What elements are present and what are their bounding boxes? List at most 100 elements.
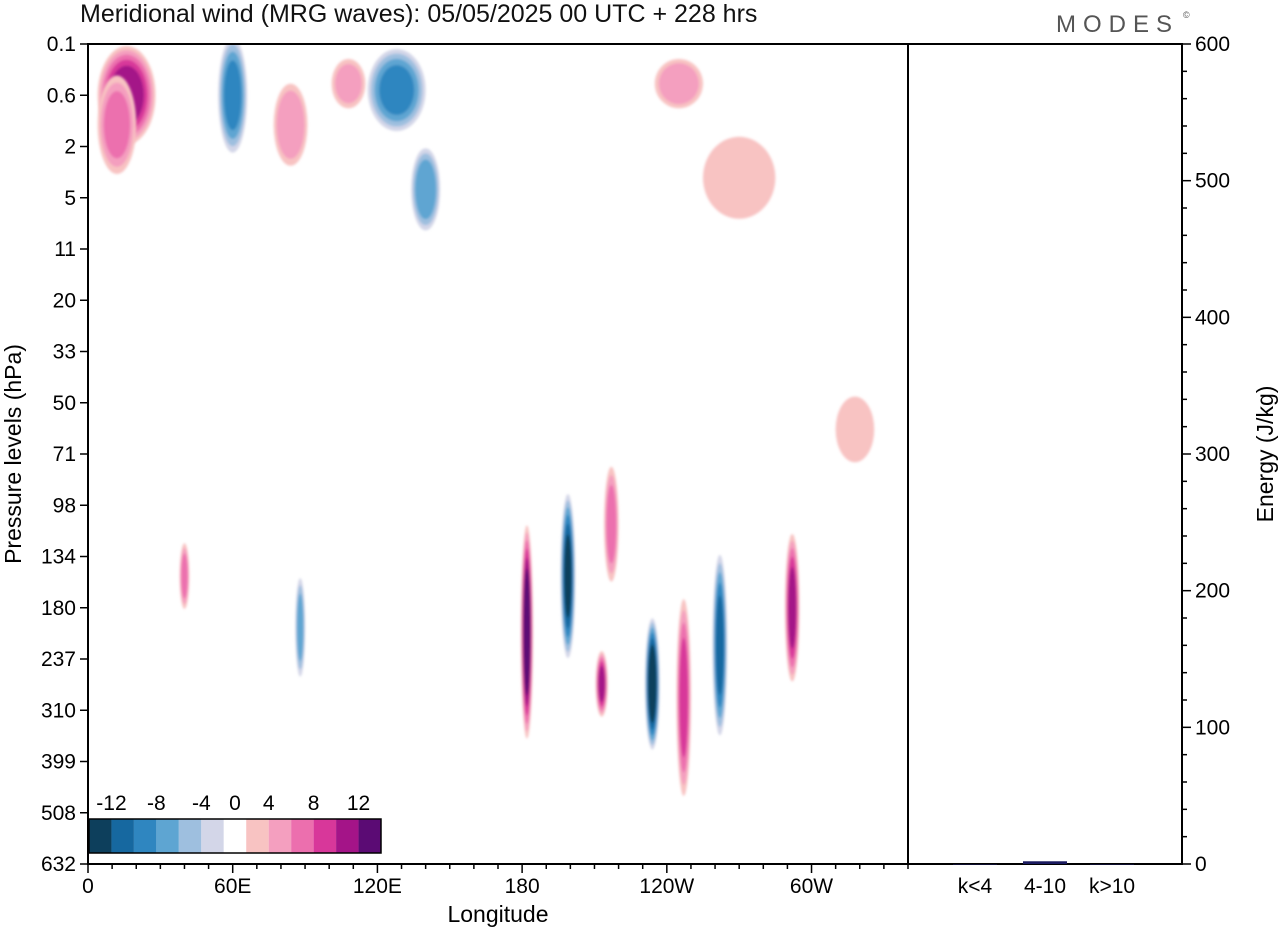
contour-feature [595,651,608,717]
energy-category-label: k>10 [1089,875,1135,898]
contour-band [181,553,188,599]
energy-axis-label: Energy (J/kg) [1252,386,1278,523]
contour-feature [835,396,875,463]
colorbar-tick-label: -12 [96,792,126,815]
energy-bar [953,864,997,865]
contour-feature [411,148,441,231]
energy-category-label: 4-10 [1024,875,1066,898]
colorbar-swatch [201,819,224,853]
contour-band [835,396,875,463]
x-tick-label: 60W [790,875,833,898]
contour-band [715,595,724,695]
contour-feature [703,136,776,219]
energy-bar [1023,861,1067,864]
x-tick-label: 180 [505,875,540,898]
y-tick-label: 98 [53,494,76,517]
y-tick-label: 180 [41,597,76,620]
y-tick-label: 399 [41,751,76,774]
colorbar-tick-label: -4 [192,792,211,815]
contour-feature [331,59,366,109]
y-tick-label: 33 [53,341,76,364]
colorbar-tick-label: 0 [229,792,241,815]
contour-feature [712,554,728,736]
x-tick-label: 60E [214,875,251,898]
energy-panel: 0 100 200 300 400 500 600 k<4 4-10 k>10 [953,33,1230,898]
energy-tick-label: 600 [1195,33,1230,56]
colorbar-swatch [223,819,247,853]
energy-tick-label: 200 [1195,580,1230,603]
contour-feature [179,543,190,609]
y-tick-label: 20 [53,289,76,312]
contour-band [703,136,776,219]
y-tick-label: 310 [41,699,76,722]
contour-feature [273,83,308,166]
contour-feature [560,494,576,659]
y-axis-label: Pressure levels (hPa) [0,344,26,564]
contour-feature [367,49,426,132]
contour-feature [520,525,533,739]
contour-band [523,568,531,696]
y-tick-label: 11 [54,238,76,261]
colorbar-swatch [358,819,381,853]
main-plot-frame [87,43,909,865]
contour-band [679,637,689,758]
x-axis: 0 60E 120E 180 120W 60W [82,864,909,898]
colorbar-swatch [111,819,134,853]
contour-band [276,90,305,159]
colorbar-swatch [89,819,112,853]
colorbar-tick-label: 12 [347,792,370,815]
energy-tick-label: 400 [1195,306,1230,329]
contour-band [415,159,437,220]
y-tick-label: 0.6 [47,84,76,107]
y-tick-label: 237 [41,648,76,671]
colorbar-tick-label: -8 [147,792,166,815]
colorbar-tick-label: 4 [263,792,275,815]
contour-feature [295,578,306,677]
contour-band [788,567,797,649]
energy-category-label: k<4 [958,875,993,898]
colorbar-swatch [178,819,202,853]
y-tick-label: 0.1 [47,33,76,56]
energy-tick-label: 300 [1195,443,1230,466]
contour-band [658,63,699,105]
x-axis-label: Longitude [447,901,548,927]
colorbar-swatch [313,819,337,853]
chart-title: Meridional wind (MRG waves): 05/05/2025 … [80,0,757,28]
y-tick-label: 134 [41,546,76,569]
y-tick-label: 5 [64,187,76,210]
colorbar-swatch [246,819,269,853]
contour-band [648,644,657,723]
brand-logo: MODES © [1056,10,1190,38]
energy-plot-frame [907,43,1183,865]
y-tick-label: 2 [64,136,76,159]
colorbar-swatch [268,819,292,853]
colorbar-swatch [133,819,157,853]
x-tick-label: 0 [82,875,94,898]
contour-field [97,44,875,796]
contour-band [598,665,606,702]
contour-band [379,65,415,115]
contour-band [335,64,362,104]
colorbar-swatch [336,819,359,853]
y-axis: 0.1 0.6 2 5 11 20 33 50 71 98 134 180 237 310 399 508 63… [41,33,88,876]
contour-feature [604,466,619,582]
x-tick-label: 120E [353,875,402,898]
contour-feature [785,533,800,682]
contour-band [296,593,304,661]
contour-feature [654,59,703,109]
brand-wordmark: MODES [1056,11,1179,38]
contour-feature [218,44,248,153]
contour-feature [97,75,137,174]
colorbar: -12 -8 -4 0 4 8 12 [88,792,382,854]
y-tick-label: 508 [41,802,76,825]
contour-feature [645,618,660,750]
y-tick-label: 632 [41,853,76,876]
contour-band [564,534,572,618]
contour-band [223,60,242,131]
y-tick-label: 71 [53,443,76,466]
y-tick-label: 50 [53,392,76,415]
colorbar-tick-label: 8 [308,792,320,815]
contour-feature [676,599,691,796]
contour-band [606,484,617,564]
